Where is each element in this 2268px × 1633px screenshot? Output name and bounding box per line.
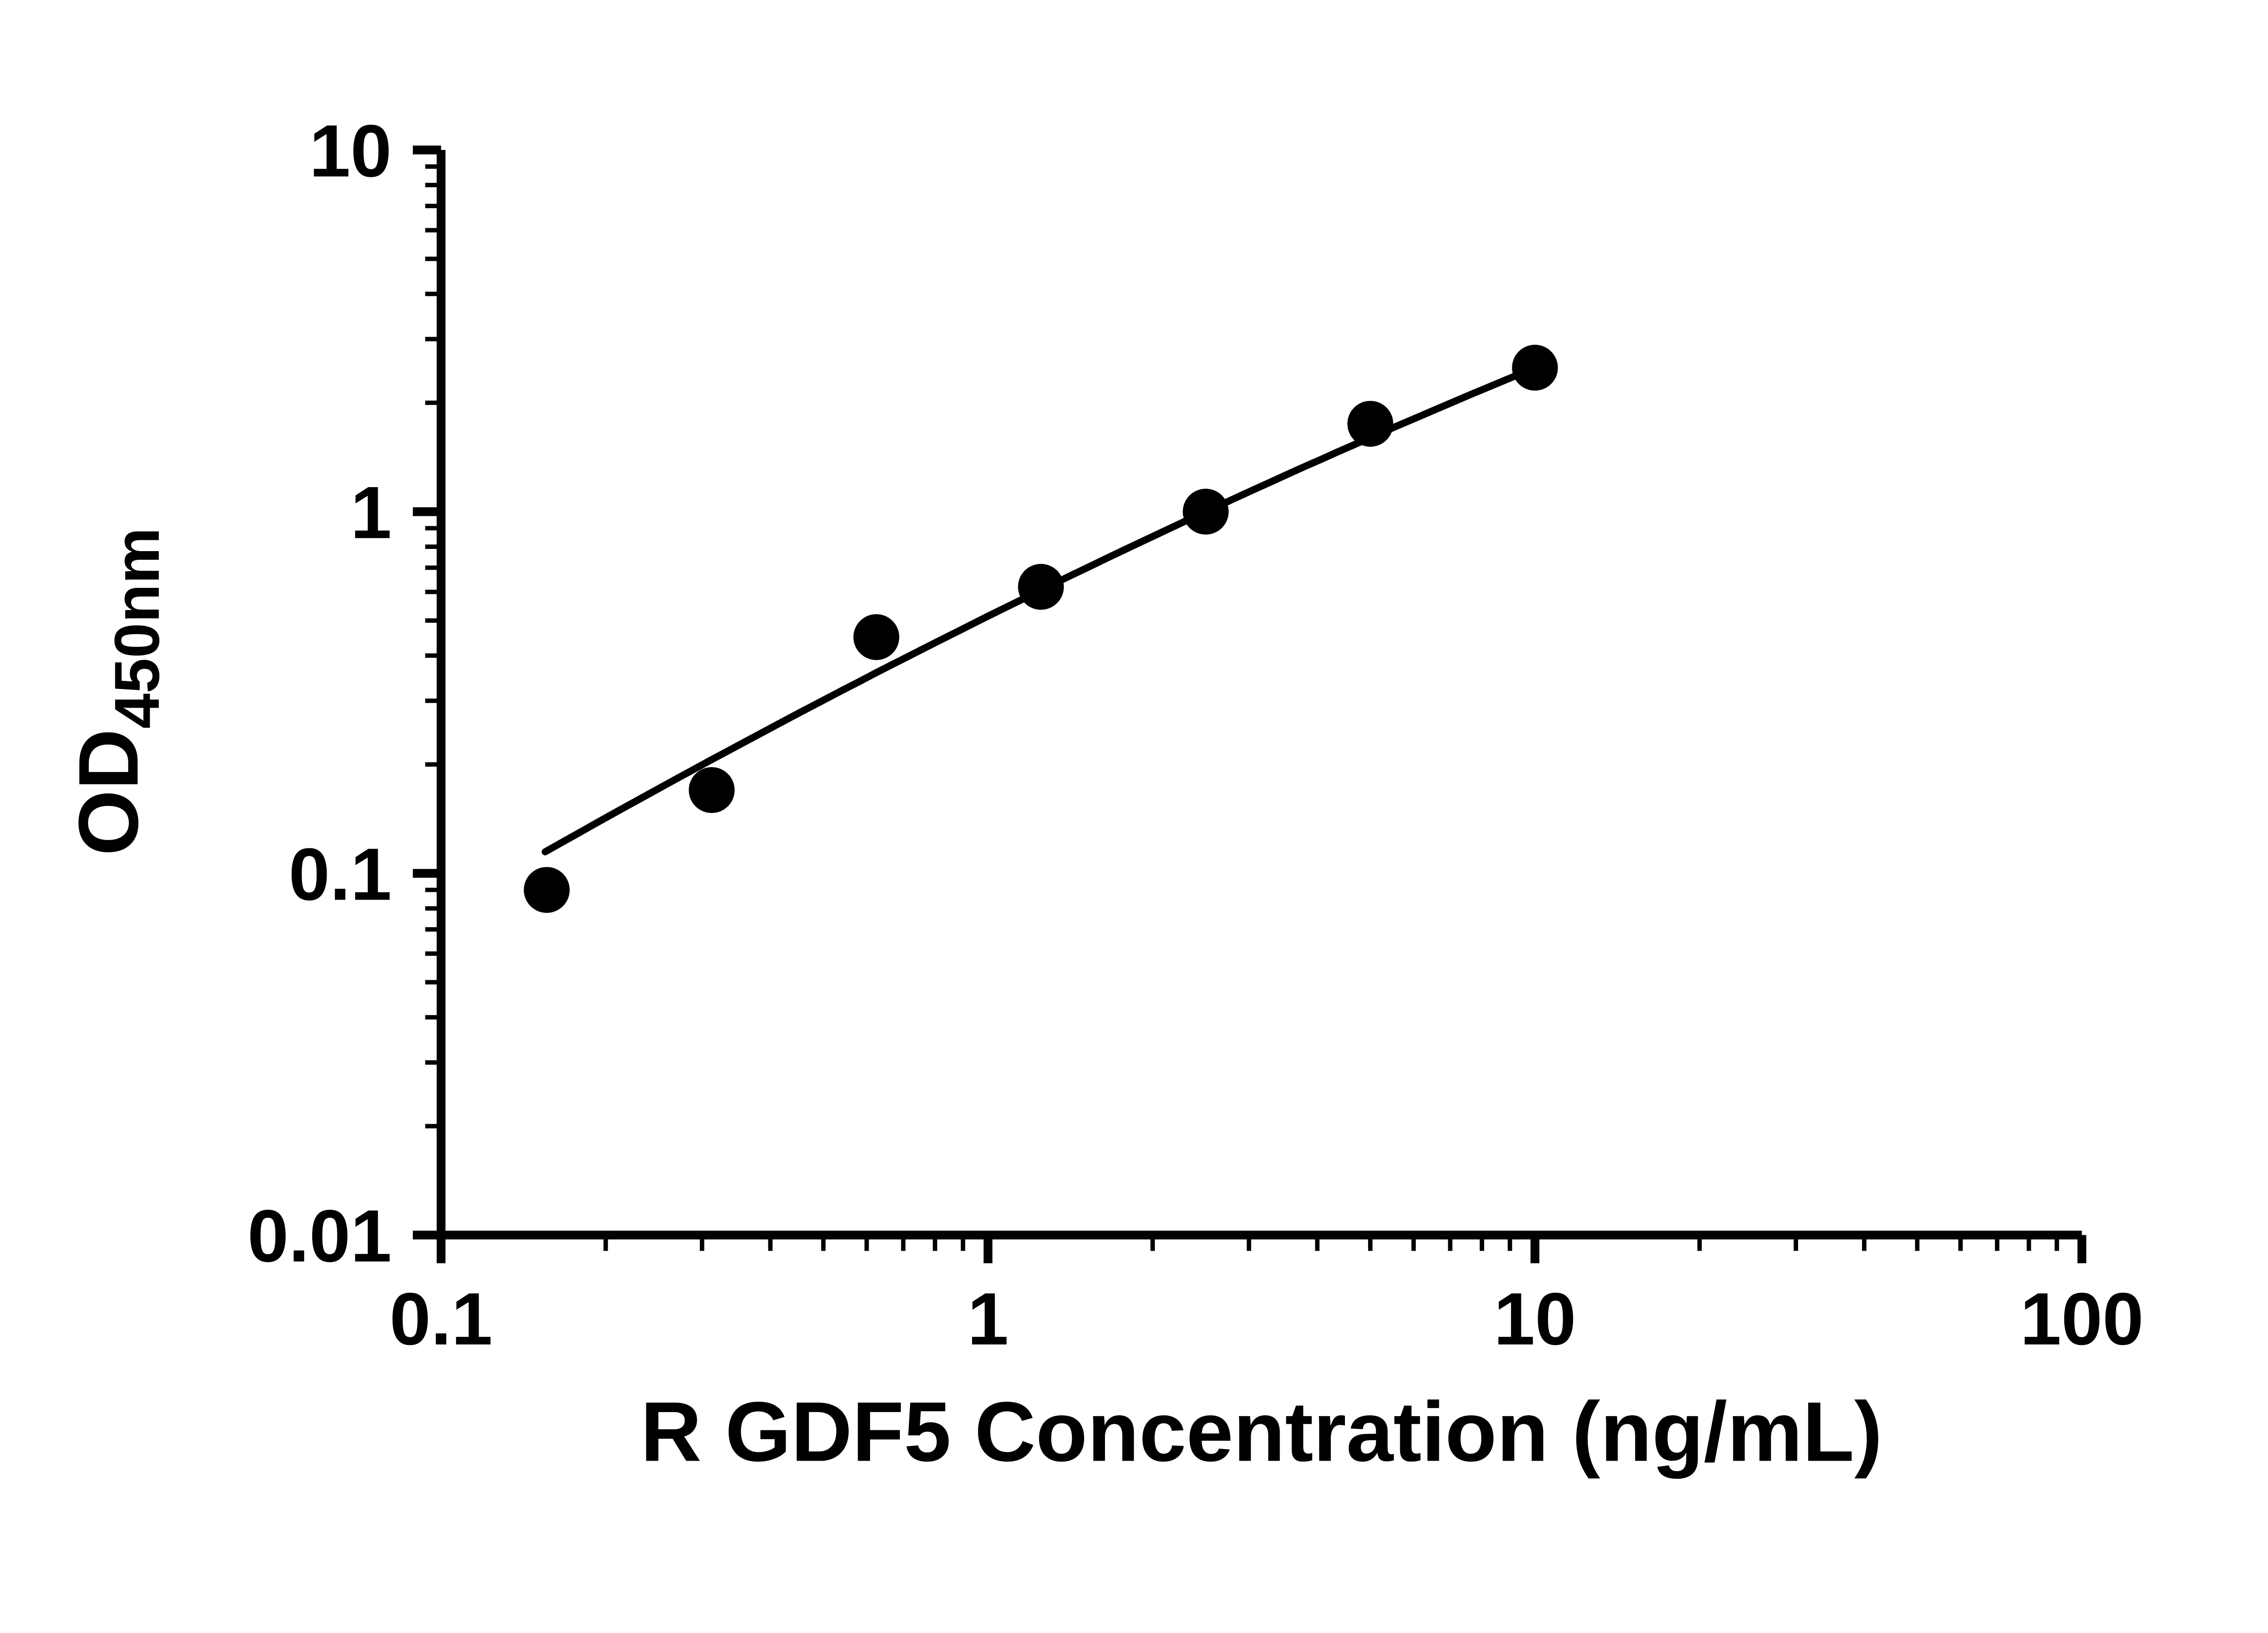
axis-spines [436,150,2082,1240]
x-tick-label: 10 [1494,1277,1576,1360]
x-tick-label: 100 [2020,1277,2144,1360]
x-tick-label: 1 [968,1277,1009,1360]
y-tick-label: 1 [351,471,392,554]
data-point [1018,564,1064,610]
data-point [1183,489,1229,535]
y-axis-label: OD450nm [61,528,172,856]
y-tick-label: 0.01 [248,1194,392,1277]
data-point [689,767,735,813]
data-point [1347,401,1393,447]
x-axis-label: R GDF5 Concentration (ng/mL) [640,1384,1882,1479]
data-point [523,867,570,913]
y-axis-label-main: OD [61,729,156,856]
y-tick-label: 0.1 [288,833,391,916]
data-point [853,614,899,660]
y-axis-label-subscript: 450nm [101,528,172,729]
x-tick-label: 0.1 [390,1277,493,1360]
y-tick-label: 10 [309,109,392,192]
data-point [1512,345,1558,391]
elisa-standard-curve-figure: 0.1 1 10 100 0.01 0.1 1 10 R GDF5 Concentration… [61,109,2144,1479]
